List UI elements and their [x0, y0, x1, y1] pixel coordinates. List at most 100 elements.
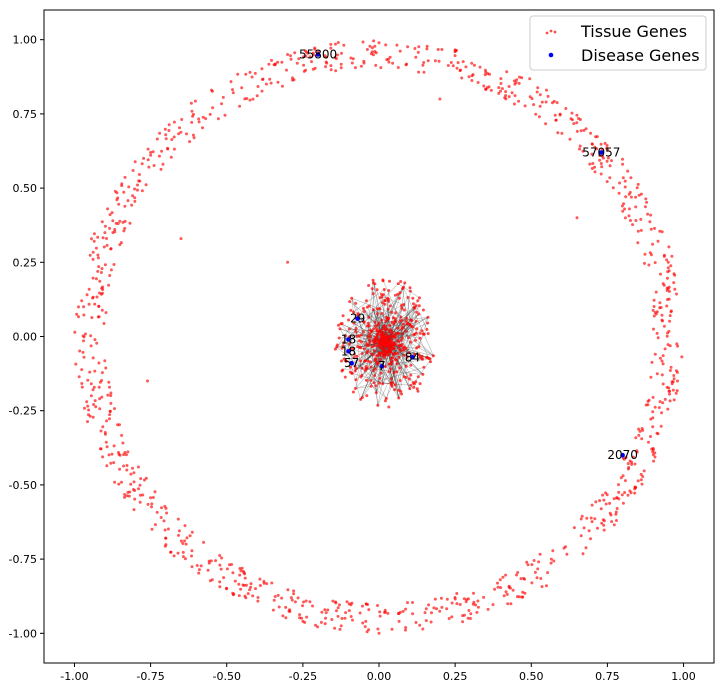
x-tick-label: -0.75	[136, 670, 164, 683]
network-edge	[389, 313, 419, 332]
tissue-point	[197, 571, 201, 575]
tissue-point	[137, 487, 140, 491]
tissue-point	[674, 391, 678, 395]
tissue-point	[534, 112, 538, 116]
tissue-point	[324, 616, 327, 620]
tissue-point	[238, 573, 242, 577]
tissue-point	[126, 199, 130, 203]
tissue-point	[101, 425, 105, 429]
network-edge	[373, 309, 384, 333]
tissue-point	[201, 126, 204, 130]
tissue-point	[662, 324, 666, 328]
tissue-point	[350, 61, 354, 65]
tissue-point	[267, 62, 271, 66]
tissue-point	[80, 385, 84, 389]
tissue-point	[92, 403, 96, 406]
tissue-point	[108, 417, 111, 421]
tissue-point	[596, 526, 599, 530]
tissue-point	[358, 611, 362, 615]
tissue-point	[455, 66, 459, 70]
tissue-point	[105, 237, 108, 240]
tissue-point	[324, 55, 328, 59]
tissue-point	[384, 365, 387, 369]
tissue-point	[384, 315, 388, 319]
tissue-point	[439, 596, 443, 600]
tissue-point	[112, 461, 116, 465]
tissue-point	[373, 50, 377, 53]
tissue-point	[401, 346, 405, 350]
tissue-point	[136, 183, 139, 187]
tissue-point	[113, 228, 117, 231]
tissue-point	[575, 129, 579, 133]
tissue-point	[404, 329, 408, 333]
tissue-point	[672, 281, 676, 285]
tissue-point	[643, 205, 647, 209]
tissue-point	[206, 568, 210, 572]
tissue-point	[280, 84, 284, 88]
tissue-point	[629, 219, 632, 222]
tissue-point	[420, 329, 424, 333]
disease-point	[346, 337, 351, 342]
tissue-point	[643, 261, 646, 265]
tissue-point	[651, 308, 655, 312]
tissue-point	[160, 506, 163, 510]
tissue-point	[122, 229, 126, 233]
tissue-point	[528, 77, 532, 81]
tissue-point	[97, 315, 101, 319]
tissue-point	[422, 365, 426, 369]
tissue-point	[636, 229, 640, 233]
network-edge	[366, 346, 373, 369]
tissue-point	[404, 607, 408, 611]
x-tick-label: 0.75	[595, 670, 620, 683]
tissue-point	[389, 377, 393, 381]
tissue-point	[376, 403, 380, 407]
tissue-point	[451, 64, 455, 68]
tissue-point	[422, 70, 426, 74]
tissue-point	[378, 296, 382, 300]
tissue-point	[350, 296, 354, 300]
tissue-point	[617, 490, 621, 494]
tissue-point	[284, 605, 288, 609]
tissue-point	[598, 154, 602, 157]
tissue-point	[201, 115, 205, 119]
tissue-point	[231, 571, 235, 575]
tissue-point	[470, 79, 474, 82]
tissue-point	[669, 264, 673, 268]
tissue-point	[639, 217, 643, 221]
tissue-point	[615, 496, 619, 500]
tissue-point	[365, 378, 368, 382]
tissue-point	[384, 397, 388, 400]
tissue-point	[590, 142, 594, 146]
network-edge	[369, 305, 434, 357]
tissue-point	[188, 140, 192, 144]
tissue-point	[100, 267, 104, 271]
tissue-point	[405, 316, 409, 320]
tissue-point	[469, 612, 473, 616]
tissue-point	[624, 456, 628, 459]
tissue-point	[248, 70, 252, 74]
tissue-point	[650, 360, 654, 364]
tissue-point	[336, 53, 339, 57]
tissue-point	[362, 320, 366, 324]
tissue-point	[572, 122, 576, 126]
tissue-point	[578, 144, 582, 148]
tissue-point	[376, 332, 380, 336]
tissue-point	[368, 341, 372, 344]
tissue-point	[429, 360, 432, 364]
tissue-point	[416, 299, 420, 303]
tissue-point	[673, 287, 677, 291]
tissue-point	[491, 603, 495, 607]
tissue-point	[602, 528, 606, 532]
tissue-point	[155, 137, 159, 141]
tissue-point	[631, 455, 635, 459]
tissue-point	[411, 612, 415, 616]
tissue-point	[165, 511, 169, 515]
tissue-point	[382, 349, 386, 353]
tissue-point	[109, 247, 113, 251]
tissue-point	[146, 502, 150, 506]
network-edge	[406, 291, 411, 319]
tissue-point	[498, 578, 502, 582]
tissue-point	[333, 347, 337, 351]
tissue-point	[636, 182, 640, 186]
